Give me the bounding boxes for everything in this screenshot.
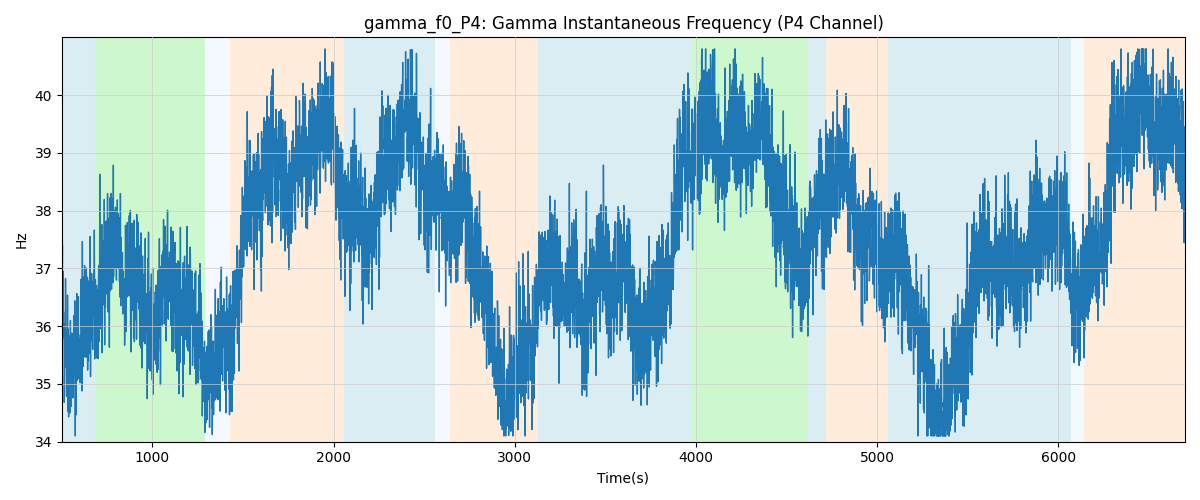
Bar <box>672 38 692 442</box>
Bar <box>692 38 809 442</box>
Bar <box>1084 38 1184 442</box>
Y-axis label: Hz: Hz <box>14 230 29 248</box>
Bar <box>888 38 1070 442</box>
Bar <box>344 38 436 442</box>
X-axis label: Time(s): Time(s) <box>598 471 649 485</box>
Bar <box>62 38 95 442</box>
Bar <box>205 38 230 442</box>
Bar <box>436 38 450 442</box>
Bar <box>827 38 888 442</box>
Bar <box>809 38 827 442</box>
Bar <box>539 38 672 442</box>
Bar <box>1070 38 1084 442</box>
Bar <box>95 38 205 442</box>
Title: gamma_f0_P4: Gamma Instantaneous Frequency (P4 Channel): gamma_f0_P4: Gamma Instantaneous Frequen… <box>364 15 883 34</box>
Bar <box>230 38 344 442</box>
Bar <box>450 38 539 442</box>
